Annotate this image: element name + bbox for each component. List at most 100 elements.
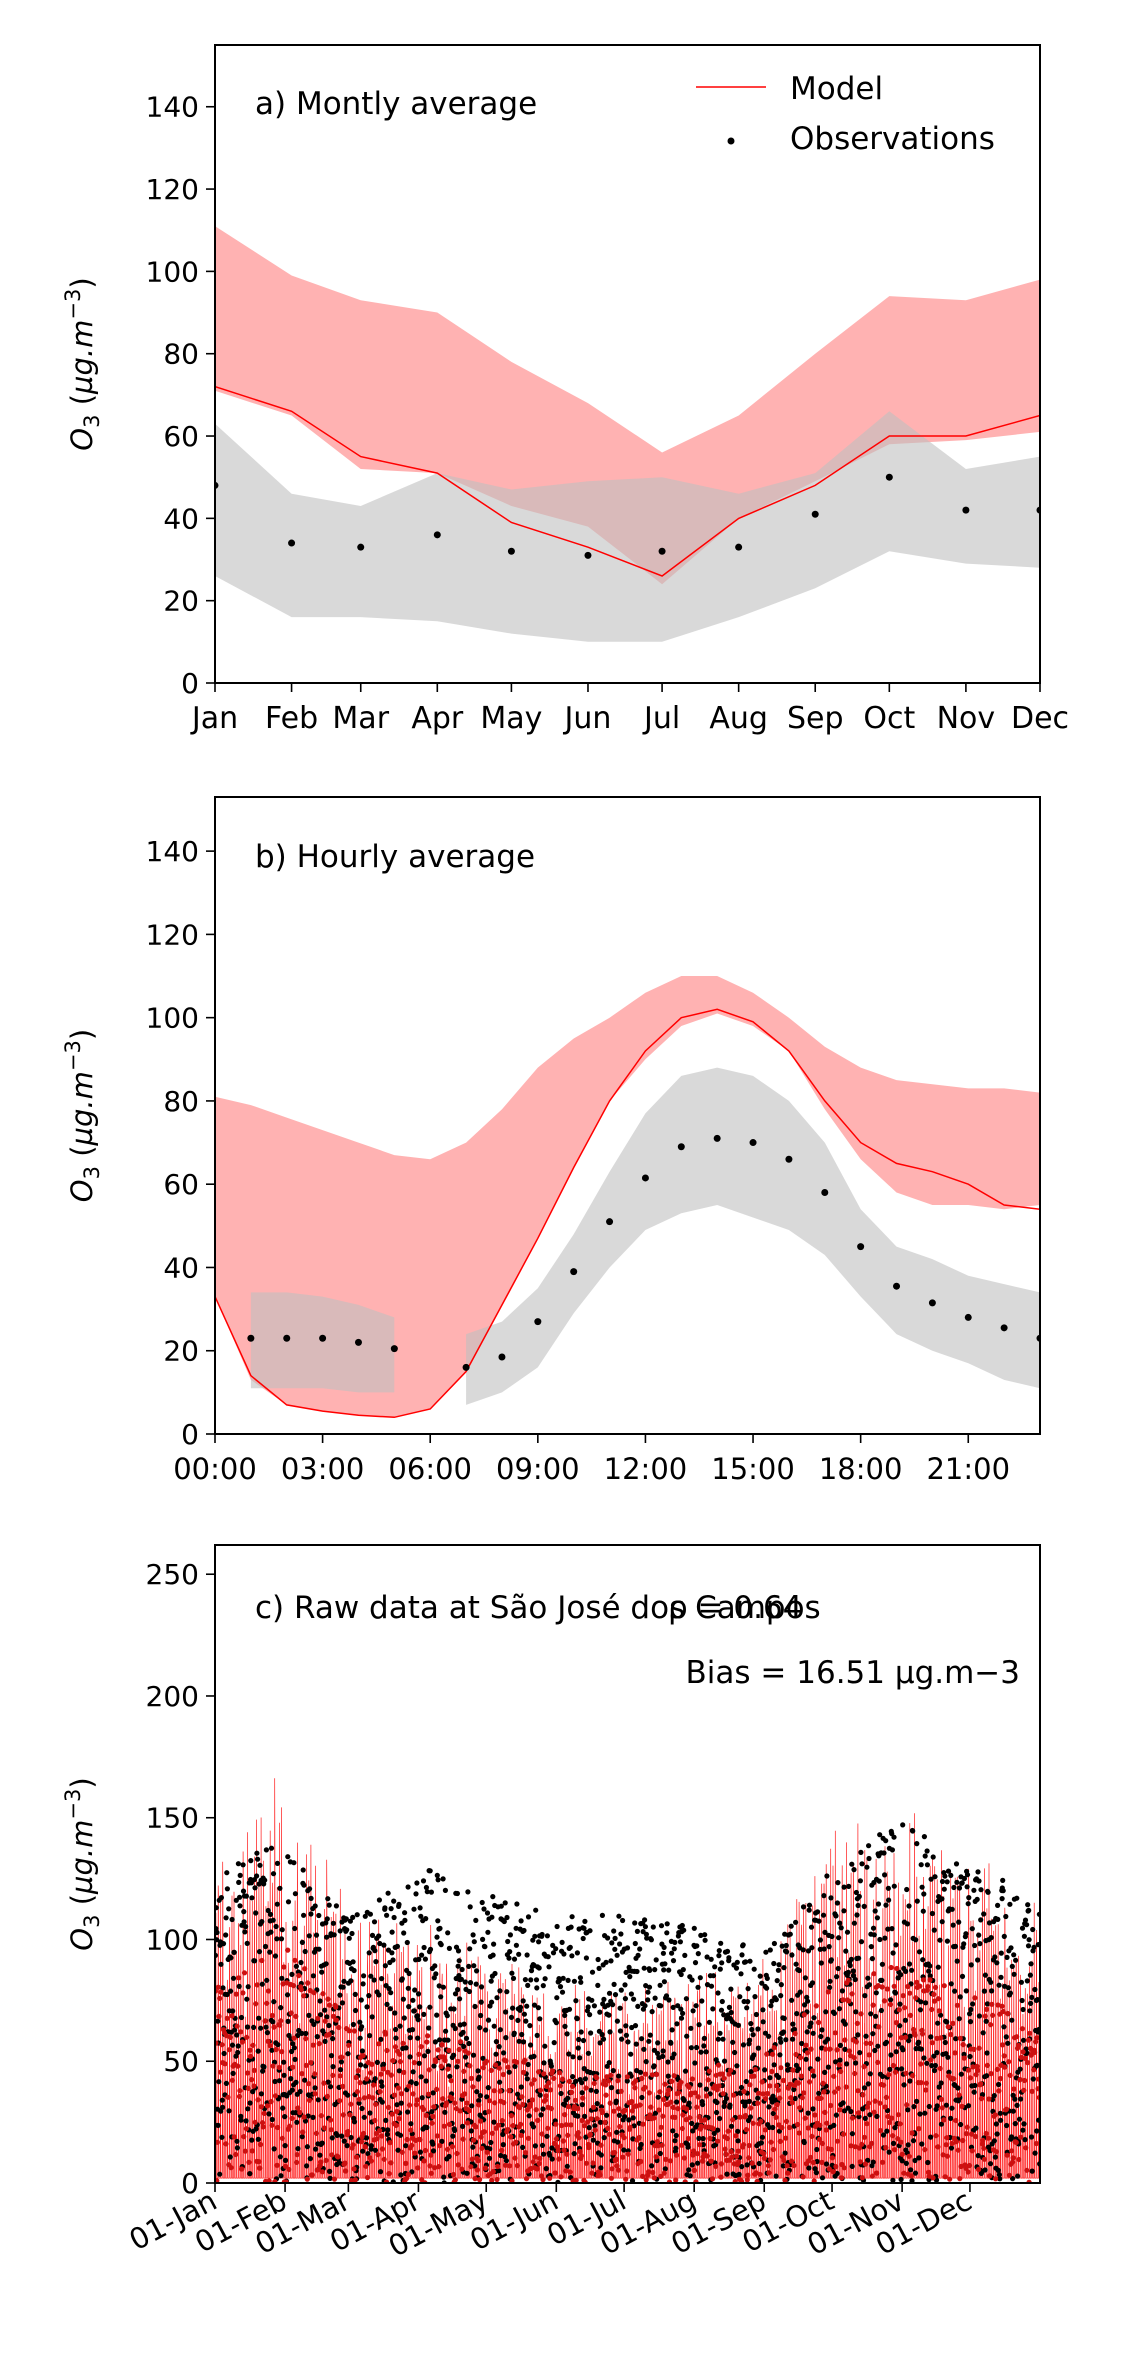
model-point	[995, 2002, 1001, 2008]
observation-point	[660, 1950, 667, 1956]
observation-point	[994, 1960, 1000, 1966]
model-point	[442, 2057, 448, 2064]
model-point	[466, 2108, 472, 2114]
model-point	[448, 2078, 454, 2084]
observation-point	[781, 1965, 787, 1971]
observation-point	[914, 1898, 920, 1904]
model-line	[215, 385, 1040, 577]
model-point	[391, 2092, 398, 2098]
observation-point	[1035, 1942, 1040, 1948]
observation-point	[777, 2052, 783, 2058]
observation-point	[550, 1950, 557, 1956]
observation-point	[230, 1975, 237, 1981]
observation-point	[1021, 2121, 1027, 2127]
observation-point	[914, 1841, 920, 1847]
model-point	[285, 1947, 291, 1953]
observation-point	[934, 2050, 940, 2056]
model-point	[503, 2058, 509, 2064]
observation-point	[502, 2154, 508, 2160]
observation-point	[697, 1975, 703, 1981]
model-point	[560, 2138, 566, 2144]
model-point	[1013, 2139, 1019, 2145]
observation-point	[971, 1887, 977, 1893]
model-point	[378, 2071, 384, 2077]
model-point	[957, 2176, 963, 2182]
model-point	[381, 2156, 387, 2162]
observation-point	[271, 2146, 277, 2152]
observation-point	[739, 2164, 745, 2170]
observation-point	[243, 1924, 249, 1930]
observation-point	[549, 2156, 555, 2162]
model-point	[403, 2160, 409, 2166]
observation-point	[671, 2051, 677, 2057]
observation-point	[954, 1879, 960, 1885]
observation-point	[312, 1903, 318, 1909]
observation-point	[782, 2150, 788, 2156]
observation-point	[643, 1931, 650, 1937]
observation-point	[880, 2073, 886, 2079]
panel-a-ytick-label: 120	[146, 173, 199, 206]
observation-point	[692, 1960, 699, 1966]
observation-point	[686, 2100, 692, 2106]
model-point	[932, 1984, 939, 1990]
observation-point	[237, 1894, 243, 1900]
observation-point	[678, 1971, 684, 1978]
model-point	[257, 2165, 263, 2171]
observation-point	[1009, 1963, 1015, 1969]
observation-point	[841, 1908, 847, 1914]
observation-point	[800, 1904, 807, 1910]
observation-point	[475, 2068, 481, 2074]
observation-point	[316, 1912, 322, 1919]
observation-point	[585, 2050, 592, 2056]
model-point	[328, 2117, 334, 2123]
observation-point	[291, 2045, 297, 2051]
observation-point	[376, 1897, 382, 1903]
observation-point	[678, 2015, 685, 2021]
model-point	[702, 2117, 708, 2123]
legend-observations-label: Observations	[790, 121, 995, 157]
model-point	[765, 2163, 772, 2169]
observation-point	[663, 1993, 670, 1999]
observation-point	[217, 2171, 223, 2177]
model-point	[766, 2170, 772, 2176]
model-point	[1033, 2140, 1039, 2147]
observation-point	[228, 1955, 234, 1961]
model-point	[786, 2124, 793, 2131]
observation-point	[645, 1997, 651, 2003]
model-point	[860, 2092, 866, 2098]
observation-point	[454, 2064, 460, 2070]
model-point	[275, 2124, 281, 2131]
observation-point	[595, 1982, 601, 1988]
observation-point	[379, 2099, 385, 2105]
model-point	[971, 2046, 977, 2052]
observation-point	[857, 2050, 863, 2056]
model-point	[774, 2102, 780, 2108]
observation-point	[419, 2095, 425, 2101]
observation-point	[258, 2091, 264, 2097]
model-point	[556, 2156, 562, 2162]
observation-point	[430, 2090, 436, 2096]
model-point	[337, 2098, 343, 2104]
model-point	[852, 2144, 859, 2150]
observation-point	[954, 1958, 960, 1964]
observation-point	[626, 2117, 632, 2123]
observation-point	[561, 1951, 567, 1957]
model-point	[399, 2149, 405, 2155]
model-point	[854, 2020, 860, 2026]
observation-point	[639, 2094, 645, 2101]
observation-point	[1014, 2102, 1020, 2108]
model-point	[800, 2174, 806, 2180]
observation-point	[665, 2059, 671, 2065]
model-point	[970, 2064, 976, 2070]
model-point	[249, 2148, 255, 2154]
observation-point	[980, 2030, 986, 2036]
observation-point	[633, 2041, 639, 2047]
observation-point	[1019, 1925, 1026, 1931]
observation-point	[421, 2011, 427, 2017]
observation-point	[582, 1918, 588, 1924]
panel-c-ytick-label: 150	[146, 1802, 199, 1835]
model-point	[883, 2145, 889, 2151]
observation-point	[255, 1856, 261, 1862]
observation-point	[694, 1943, 700, 1949]
observation-point	[937, 1937, 943, 1943]
